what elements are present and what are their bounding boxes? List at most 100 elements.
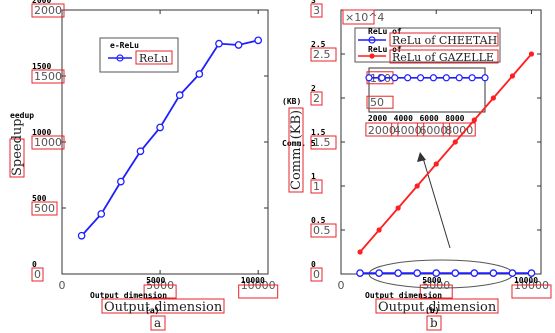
inset-ytick-box	[366, 95, 394, 109]
panel-a-ylabel-overlay: eedup	[10, 111, 34, 120]
panel-b-point	[470, 269, 479, 277]
panel-b-ytick-box	[310, 267, 323, 282]
panel-b-point	[394, 269, 402, 277]
panel-a-ytick-overlay: 0	[32, 260, 37, 269]
panel-a-ytick-overlay: 1000	[32, 128, 51, 137]
panel-b-point	[451, 269, 460, 277]
panel-a-xlabel-box	[101, 298, 225, 314]
panel-a-point	[234, 41, 243, 49]
panel-b-legend-overlay-2: ReLu of	[368, 45, 402, 54]
panel-a-ytick-overlay: 1500	[32, 62, 51, 71]
panel-b-xlabel-overlay: Output dimension	[365, 290, 442, 300]
panel-b-kb-overlay: (KB)	[282, 97, 301, 106]
panel-b-point	[508, 269, 517, 277]
panel-a-xtick-box	[143, 284, 177, 299]
panel-b-multiplier-box	[342, 9, 375, 25]
panel-b-point	[357, 249, 363, 255]
panel-b-ytick-overlay: 1	[311, 172, 316, 181]
panel-b-ylabel: Comm. (KB)	[289, 110, 304, 190]
panel-a-ytick-label: 500	[34, 202, 55, 215]
panel-a-xlabel: Output dimension	[104, 300, 223, 315]
panel-a-ytick-label: 1000	[34, 136, 62, 149]
panel-a-point	[156, 123, 164, 132]
panel-b-xlabel: Output dimension	[378, 300, 497, 315]
panel-a-ytick-box	[31, 3, 65, 18]
inset-xtick-label: 6000	[419, 124, 447, 137]
panel-b-legend-overlay-1: ReLu of	[368, 27, 402, 36]
panel-b-point	[375, 269, 383, 277]
panel-a-point	[254, 36, 263, 45]
panel-b-legend-box-2	[389, 49, 499, 64]
panel-b-point	[528, 51, 535, 57]
inset-xtick-overlay: 6000	[419, 114, 438, 123]
panel-b-ytick-box	[310, 3, 323, 18]
panel-b-point	[356, 269, 364, 277]
inset-xtick-overlay: 4000	[394, 114, 413, 123]
panel-b-ytick-box	[310, 135, 337, 150]
panel-b-label: b	[430, 316, 438, 330]
inset-xtick-label: 4000	[394, 124, 422, 137]
panel-b-point	[527, 269, 536, 277]
panel-b-ytick-overlay: 0	[311, 260, 316, 269]
inset-xtick-box	[416, 122, 450, 137]
inset-point	[481, 74, 489, 82]
inset-point	[455, 74, 463, 82]
panel-a-point	[175, 91, 184, 99]
panel-b-xlabel-box	[375, 298, 499, 314]
panel-a-point	[136, 147, 145, 156]
inset-xtick-box	[391, 122, 425, 137]
panel-b-legend-box-1	[389, 32, 499, 47]
inset-xtick-label: 2000	[368, 124, 396, 137]
panel-b-inset: 5010020002000400040006000600080008000	[365, 67, 489, 137]
panel-b-point	[433, 161, 439, 167]
inset-xtick-overlay: 2000	[368, 114, 387, 123]
panel-b-legend-marker-1	[368, 36, 376, 44]
panel-b-ytick-label: 3	[313, 4, 320, 17]
panel-a-legend-text-box	[135, 50, 173, 65]
panel-a-ytick-label: 0	[34, 268, 41, 281]
panel-b-point	[490, 95, 496, 101]
inset-point	[404, 74, 412, 82]
panel-a-ytick-box	[31, 267, 44, 282]
panel-a-xtick-overlay: 5000	[146, 276, 165, 285]
panel-b-point	[452, 139, 458, 145]
panel-b-ytick-label: 0.5	[313, 224, 331, 237]
panel-b-ytick-box	[310, 223, 337, 238]
panel-b-ytick-label: 1.5	[313, 136, 331, 149]
inset-point	[442, 74, 450, 82]
panel-b-ytick-box	[310, 91, 323, 106]
panel-b-legend-name-2: ReLu of GAZELLE	[392, 51, 494, 64]
panel-b-ytick-label: 2.5	[313, 48, 331, 61]
panel-b-series-line	[359, 53, 533, 253]
panel-a-ytick-box	[31, 69, 65, 84]
inset-point	[365, 74, 373, 82]
panel-a-xtick-box	[238, 284, 279, 299]
inset-ytick-label: 50	[370, 96, 384, 109]
panel-b-ytick-box	[310, 179, 323, 194]
panel-b-inset-frame	[368, 67, 486, 113]
panel-a-ytick-label: 2000	[34, 4, 62, 17]
panel-a-label-overlay: (a)	[145, 306, 159, 315]
inset-xtick-box	[365, 122, 399, 137]
panel-a-point	[97, 210, 106, 218]
panel-a-legend-marker	[116, 54, 124, 62]
panel-b-xtick-box	[419, 284, 453, 299]
panel-a-ytick-overlay: 500	[32, 194, 47, 203]
panel-b-ytick-overlay: 0.5	[311, 216, 326, 225]
inset-point	[416, 74, 425, 82]
inset-xtick-overlay: 8000	[445, 114, 464, 123]
panel-b-ytick-label: 1	[313, 180, 320, 193]
panel-a-ytick-box	[31, 135, 65, 150]
panel-a-point	[215, 39, 223, 48]
panel-a-ylabel-box	[9, 138, 25, 178]
panel-b-legend-marker-2	[369, 53, 375, 59]
panel-b-label-box	[426, 315, 442, 331]
panel-b-point	[376, 227, 382, 233]
panel-b-ytick-label: 2	[313, 92, 320, 105]
panel-a-label-box	[150, 315, 166, 331]
panel-b-ytick-overlay: 1.5	[311, 128, 326, 137]
panel-a-point	[117, 177, 125, 186]
panel-b-zoom-arrowhead	[417, 152, 426, 162]
